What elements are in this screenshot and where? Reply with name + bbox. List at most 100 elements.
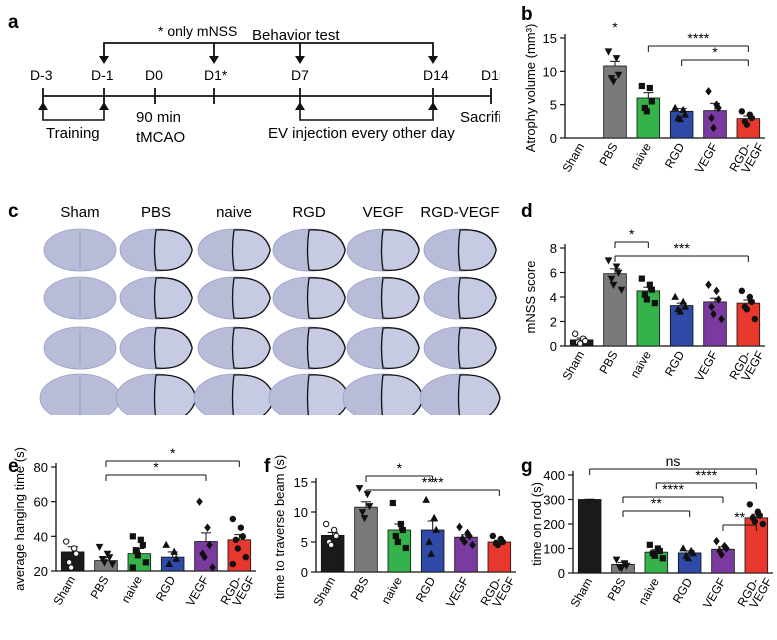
x-tick-label: PBS — [604, 576, 628, 604]
y-tick-label: 200 — [543, 517, 565, 532]
lesion-outline — [153, 277, 193, 319]
data-point — [705, 280, 712, 289]
data-point — [643, 296, 650, 303]
panel-d-label: d — [521, 201, 533, 222]
data-point — [139, 541, 146, 549]
col-label-naive: naive — [216, 204, 252, 221]
lesion-outline — [457, 327, 497, 369]
brain-section-vegf-row2 — [346, 276, 420, 320]
x-tick-label: Sham — [559, 349, 587, 383]
significance-marker: ns — [666, 453, 681, 469]
data-point — [708, 113, 715, 123]
data-point — [132, 547, 139, 554]
only-mnss-note: * only mNSS — [158, 23, 237, 39]
bar-sham — [60, 551, 85, 572]
lesion-outline — [306, 229, 346, 271]
data-point — [129, 564, 136, 571]
significance-marker: * — [712, 44, 718, 60]
panel-c-brain-sections: c Sham PBS naive RGD VEGF RGD-VEGF — [8, 201, 501, 415]
data-point — [360, 515, 369, 523]
x-tick-label: RGD — [153, 573, 179, 603]
y-tick-label: 0 — [301, 565, 308, 580]
data-point — [142, 559, 149, 566]
data-point — [617, 565, 626, 573]
panel-a-timeline: a * only mNSS Behavior test D-3 D-1 D0 D… — [8, 12, 500, 146]
behavior-bracket — [103, 42, 434, 60]
data-point — [172, 554, 181, 562]
x-tick-label: VEGF — [443, 575, 471, 610]
data-point — [718, 550, 725, 559]
y-tick-label: 10 — [543, 64, 557, 79]
y-tick-label: 400 — [543, 468, 565, 483]
data-point — [469, 540, 476, 550]
data-point — [609, 78, 618, 86]
data-point — [232, 536, 240, 544]
data-point — [70, 545, 78, 552]
significance-marker: * — [170, 445, 176, 461]
bar-vegf — [703, 301, 727, 347]
data-point — [612, 55, 621, 63]
data-point — [98, 555, 107, 564]
data-point — [129, 533, 136, 540]
x-tick-label: Sham — [559, 141, 587, 175]
x-tick-label: VEGF — [692, 141, 720, 176]
lesion-outline — [380, 229, 420, 271]
y-tick-label: 10 — [294, 505, 308, 520]
brain-section-vegf-row3 — [346, 326, 420, 370]
data-point — [430, 513, 439, 521]
panel-g-label: g — [521, 456, 533, 477]
lesion-outline — [231, 374, 275, 415]
brain-section-vegf-row1 — [346, 228, 420, 272]
brain-section-vegf-row4 — [342, 373, 424, 415]
data-point — [659, 555, 666, 562]
data-point — [609, 281, 618, 290]
sacrifice-label: Sacrifice — [460, 109, 500, 126]
brain-section-pbs-row1 — [119, 228, 193, 272]
data-point — [571, 330, 579, 337]
data-point — [710, 123, 717, 133]
panel-c-label: c — [8, 201, 19, 222]
data-point — [456, 522, 463, 532]
x-tick-label: naive — [627, 348, 654, 380]
brain-section-naive-row4 — [193, 373, 275, 415]
lesion-outline — [153, 229, 193, 271]
y-tick-label: 40 — [34, 529, 48, 544]
y-tick-label: 15 — [543, 31, 557, 46]
x-tick-label: Sham — [567, 576, 595, 610]
x-tick-label: PBS — [596, 349, 620, 377]
x-tick-label: naive — [378, 574, 405, 606]
data-point — [394, 538, 401, 546]
training-label: Training — [46, 125, 100, 142]
data-point — [622, 562, 631, 570]
significance-marker: * — [397, 460, 403, 476]
panel-e-chart: e 20 40 60 80 average hanging time (s) Sham PB… — [8, 445, 258, 609]
data-point — [756, 512, 764, 519]
data-point — [689, 549, 698, 557]
x-tick-label: naive — [627, 140, 654, 172]
data-point — [715, 103, 722, 113]
data-point — [643, 108, 650, 115]
ev-bracket — [299, 104, 434, 121]
data-point — [237, 524, 245, 531]
data-point — [713, 286, 720, 296]
significance-marker: **** — [687, 30, 709, 46]
data-point — [607, 275, 616, 283]
data-point — [332, 532, 340, 540]
tp-d0: D0 — [145, 67, 163, 83]
data-point — [67, 564, 75, 571]
data-point — [427, 549, 436, 557]
lesion-outline — [231, 229, 271, 271]
y-tick-label: 4 — [550, 290, 557, 305]
brain-section-sham-row1 — [43, 228, 117, 272]
y-axis-label: Atrophy volume (mm³) — [523, 24, 538, 153]
data-point — [710, 309, 717, 319]
brain-section-rgd-vegf-row2 — [423, 276, 497, 320]
panel-f-label: f — [264, 456, 271, 477]
data-point — [576, 340, 584, 347]
data-point — [751, 315, 759, 323]
data-point — [738, 108, 746, 115]
data-point — [718, 314, 725, 324]
data-point — [399, 526, 406, 534]
brain-section-naive-row3 — [197, 326, 271, 370]
